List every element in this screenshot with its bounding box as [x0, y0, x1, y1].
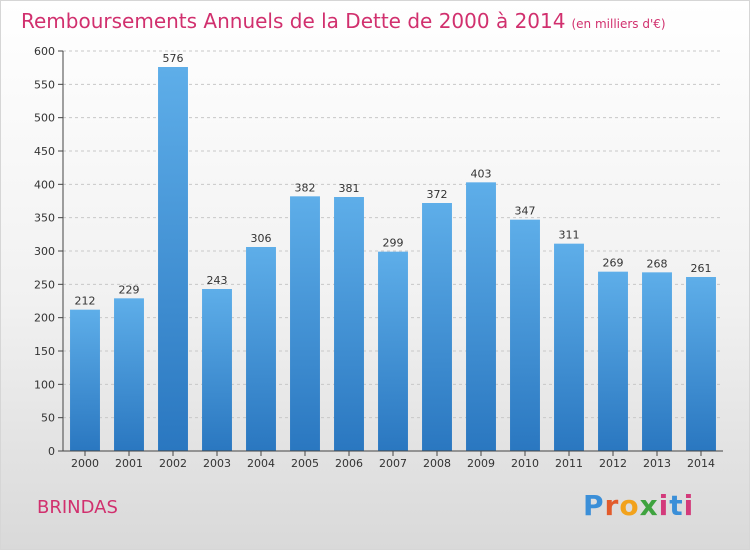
- bar: [598, 271, 628, 451]
- x-tick-label: 2000: [71, 457, 99, 470]
- bars: 212 229 576 243 306 382 381 299 372 403 347 311 269 2…: [70, 52, 716, 452]
- x-tick-label: 2001: [115, 457, 143, 470]
- bar: [114, 298, 144, 451]
- bar: [158, 67, 188, 451]
- bar-value-label: 382: [295, 181, 316, 194]
- x-tick-label: 2009: [467, 457, 495, 470]
- y-tick-label: 400: [34, 178, 55, 191]
- y-tick-label: 600: [34, 45, 55, 58]
- bar: [202, 289, 232, 451]
- bar: [642, 272, 672, 451]
- x-tick-label: 2010: [511, 457, 539, 470]
- x-tick-label: 2012: [599, 457, 627, 470]
- y-tick-label: 200: [34, 312, 55, 325]
- x-tick-label: 2013: [643, 457, 671, 470]
- bar-value-label: 347: [515, 205, 536, 218]
- bar-value-label: 403: [471, 167, 492, 180]
- bar-value-label: 243: [207, 274, 228, 287]
- y-tick-label: 300: [34, 245, 55, 258]
- bar: [378, 251, 408, 451]
- x-tick-label: 2014: [687, 457, 715, 470]
- bar: [246, 247, 276, 451]
- bar: [466, 182, 496, 452]
- bar: [422, 203, 452, 451]
- y-tick-label: 50: [41, 412, 55, 425]
- x-tick-label: 2007: [379, 457, 407, 470]
- chart-title: Remboursements Annuels de la Dette de 20…: [21, 9, 666, 33]
- chart-subtitle: (en milliers d'€): [571, 17, 666, 31]
- bar-value-label: 269: [603, 257, 624, 270]
- y-tick-label: 0: [48, 445, 55, 458]
- bar: [70, 309, 100, 451]
- bar-value-label: 381: [339, 182, 360, 195]
- bar-value-label: 261: [691, 262, 712, 275]
- x-tick-label: 2004: [247, 457, 275, 470]
- proxiti-logo[interactable]: Proxiti: [583, 489, 695, 522]
- x-tick-label: 2006: [335, 457, 363, 470]
- y-tick-label: 100: [34, 378, 55, 391]
- x-tick-label: 2003: [203, 457, 231, 470]
- x-tick-label: 2011: [555, 457, 583, 470]
- x-tick-label: 2008: [423, 457, 451, 470]
- bar-value-label: 306: [251, 232, 272, 245]
- bar-value-label: 372: [427, 188, 448, 201]
- chart-title-text: Remboursements Annuels de la Dette de 20…: [21, 9, 566, 33]
- bar: [290, 196, 320, 451]
- city-name: BRINDAS: [37, 497, 118, 518]
- y-tick-label: 250: [34, 278, 55, 291]
- bar-value-label: 311: [559, 229, 580, 242]
- y-tick-label: 500: [34, 112, 55, 125]
- x-tick-label: 2002: [159, 457, 187, 470]
- y-axis: 0 50 100 150 200 250 300 350 400 450 500 550 600: [34, 45, 64, 458]
- bar-value-label: 229: [119, 283, 140, 296]
- bar-chart: 0 50 100 150 200 250 300 350 400 450 500 550 600 212…: [34, 45, 723, 470]
- y-tick-label: 150: [34, 345, 55, 358]
- bar-value-label: 576: [163, 52, 184, 65]
- x-tick-label: 2005: [291, 457, 319, 470]
- x-axis: 2000 2001 2002 2003 2004 2005 2006 2007 2008 2009…: [63, 450, 723, 470]
- bar: [334, 197, 364, 451]
- bar: [686, 277, 716, 451]
- y-tick-label: 450: [34, 145, 55, 158]
- y-tick-label: 350: [34, 212, 55, 225]
- bar-value-label: 212: [75, 295, 96, 308]
- bar-value-label: 268: [647, 257, 668, 270]
- bar: [510, 219, 540, 451]
- y-tick-label: 550: [34, 78, 55, 91]
- bar-value-label: 299: [383, 237, 404, 250]
- bar: [554, 243, 584, 451]
